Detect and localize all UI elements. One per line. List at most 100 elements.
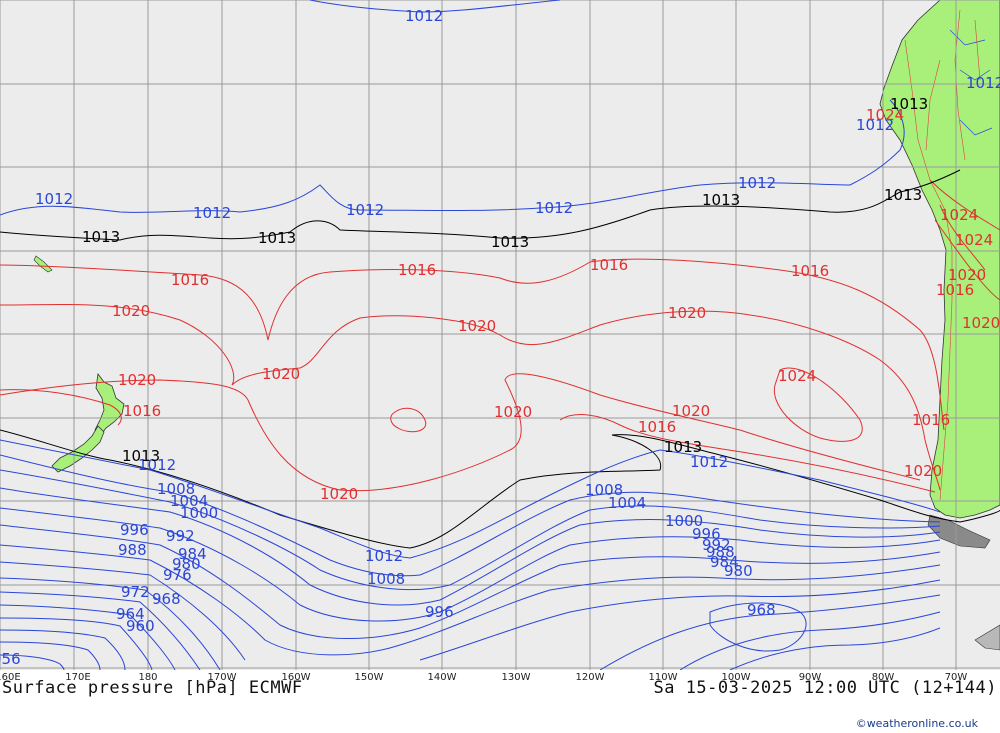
longitude-label: 150W (354, 672, 384, 683)
isobar-label: 1012 (966, 74, 1000, 92)
footer (0, 670, 1000, 733)
isobar-label: 1016 (638, 418, 676, 436)
new-caledonia (33, 255, 53, 273)
isobar-label: 976 (163, 566, 192, 584)
isobar-label: 1013 (258, 229, 296, 247)
high-pressure-isobars (0, 179, 1000, 493)
isobar-1016-line (0, 258, 945, 431)
low-pressure-isobars (0, 0, 941, 670)
longitude-label: 110W (648, 672, 678, 683)
isobar-label: 1020 (112, 302, 150, 320)
isobar-label: 968 (747, 601, 776, 619)
isobar-label: 1020 (458, 317, 496, 335)
longitude-label: 140W (427, 672, 457, 683)
isobar-label: 980 (724, 562, 753, 580)
standard-isobars (0, 169, 1000, 549)
isobar-label: 1016 (936, 281, 974, 299)
isobar-labels-high: 1016 1016 1016 1016 1016 1016 1016 1016 … (112, 106, 1000, 503)
isobar-1004 (0, 469, 941, 591)
isobar-label: 1008 (585, 481, 623, 499)
isobar-label: 996 (425, 603, 454, 621)
isobar-label: 1020 (668, 304, 706, 322)
isobar-label: 1013 (890, 95, 928, 113)
isobar-label: 1016 (912, 411, 950, 429)
isobar-label: 984 (710, 553, 739, 571)
isobar-label: 1020 (904, 462, 942, 480)
south-america-rivers (949, 29, 993, 136)
isobar-label: 1012 (856, 116, 894, 134)
isobar-1012-south (0, 439, 941, 559)
isobar-980 (0, 577, 941, 670)
isobar-label: 1024 (778, 367, 816, 385)
isobar-976 (0, 591, 941, 670)
isobar-label: 1016 (398, 261, 436, 279)
isobar-label: 1012 (138, 456, 176, 474)
isobar-label: 1012 (690, 453, 728, 471)
isobar-label: 1020 (948, 266, 986, 284)
isobar-988 (0, 544, 941, 656)
longitude-label: 100W (721, 672, 751, 683)
south-america (879, 0, 1000, 519)
isobar-label: 972 (121, 583, 150, 601)
isobar-label: 1008 (367, 570, 405, 588)
isobar-label: 1020 (962, 314, 1000, 332)
isobar-label: 992 (166, 527, 195, 545)
isobar-labels-low: 1012 1012 1012 1012 1012 1012 1012 1012 … (0, 7, 1000, 668)
isobar-label: 1016 (123, 402, 161, 420)
isobar-1013-north (0, 169, 961, 241)
forecast-timestamp: Sa 15-03-2025 12:00 UTC (12+144) (653, 678, 997, 698)
isobar-label: 1016 (171, 271, 209, 289)
isobar-label: 1016 (590, 256, 628, 274)
isobar-labels-standard: 1013 1013 1013 1013 1013 1013 1013 1013 (82, 95, 928, 465)
isobar-label: 1004 (608, 494, 646, 512)
graticule (0, 0, 1000, 670)
isobar-label: 984 (178, 545, 207, 563)
longitude-label: 160W (281, 672, 311, 683)
isobar-label: 1024 (955, 231, 993, 249)
isobar-label: 996 (692, 525, 721, 543)
longitude-label: 170E (65, 672, 91, 683)
isobar-label: 1012 (193, 204, 231, 222)
isobar-label: 1013 (664, 438, 702, 456)
isobar-1016-south (0, 389, 122, 426)
isobar-label: 956 (0, 650, 21, 668)
isobar-1013-south (0, 429, 1000, 549)
isobar-label: 1024 (940, 206, 978, 224)
new-zealand-south-island (51, 425, 105, 473)
longitude-label: 70W (944, 672, 968, 683)
isobar-label: 1013 (884, 186, 922, 204)
isobar-label: 1020 (672, 402, 710, 420)
isobar-label: 968 (152, 590, 181, 608)
isobar-label: 1004 (170, 492, 208, 510)
isobar-956 (0, 654, 65, 670)
isobar-label: 992 (702, 536, 731, 554)
isobar-label: 1012 (346, 201, 384, 219)
isobar-label: 1008 (157, 480, 195, 498)
isobar-960 (0, 641, 101, 670)
isobar-label: 1012 (35, 190, 73, 208)
isobar-984 (0, 561, 941, 661)
isobar-1000 (0, 487, 941, 606)
isobar-label: 996 (120, 521, 149, 539)
pressure-map: 1012 1012 1012 1012 1012 1012 1012 1012 … (0, 0, 1000, 670)
isobar-label: 1012 (405, 7, 443, 25)
isobar-964 (0, 629, 126, 670)
isobar-1020-south (559, 414, 936, 493)
isobar-label: 988 (118, 541, 147, 559)
credit-link[interactable]: ©weatheronline.co.uk (855, 717, 978, 730)
longitude-label: 80W (871, 672, 895, 683)
isobar-1008 (0, 454, 941, 577)
isobar-1012-north (0, 99, 905, 216)
isobar-1020-line (0, 303, 941, 491)
isobar-1024-land (929, 179, 1000, 301)
isobar-1020-loop-line (0, 373, 921, 492)
longitude-label: 170W (207, 672, 237, 683)
isobar-label: 988 (706, 543, 735, 561)
isobar-label: 1013 (491, 233, 529, 251)
isobar-label: 1020 (118, 371, 156, 389)
isobar-label: 1012 (535, 199, 573, 217)
isobar-label: 1000 (665, 512, 703, 530)
isobar-label: 1013 (122, 447, 160, 465)
antarctic-peninsula (974, 624, 1000, 651)
isobar-label: 960 (126, 617, 155, 635)
